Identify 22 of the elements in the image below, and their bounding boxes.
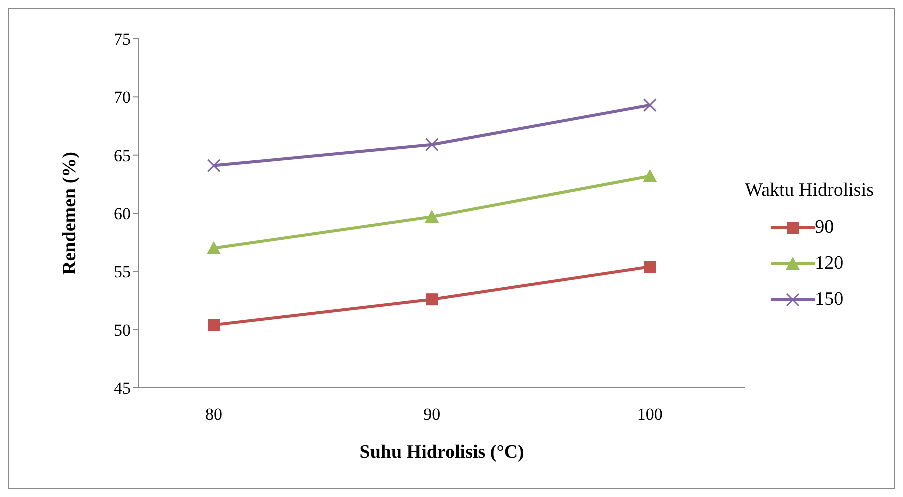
point	[208, 319, 220, 332]
point	[426, 294, 438, 306]
legend-label: 150	[815, 288, 844, 310]
x-tick-label: 100	[637, 405, 663, 424]
point	[425, 210, 440, 223]
y-axis-title: Rendemen (%)	[60, 152, 81, 275]
y-tick-label: 75	[114, 30, 131, 50]
point	[207, 241, 221, 254]
x-axis-title: Suhu Hidrolisis (°C)	[360, 442, 524, 463]
point	[643, 169, 658, 182]
legend-label: 90	[815, 216, 834, 238]
point	[644, 261, 656, 274]
legend-title: Waktu Hidrolisis	[745, 180, 874, 202]
y-tick-label: 45	[114, 379, 131, 398]
y-tick-label: 60	[114, 204, 131, 224]
y-tick-label: 70	[114, 88, 131, 108]
y-tick-label: 50	[114, 320, 131, 340]
legend-label: 120	[815, 252, 844, 274]
y-tick-label: 55	[114, 262, 131, 282]
x-tick-label: 80	[206, 405, 222, 424]
y-tick-label: 65	[114, 146, 131, 166]
x-tick-label: 90	[424, 405, 441, 424]
